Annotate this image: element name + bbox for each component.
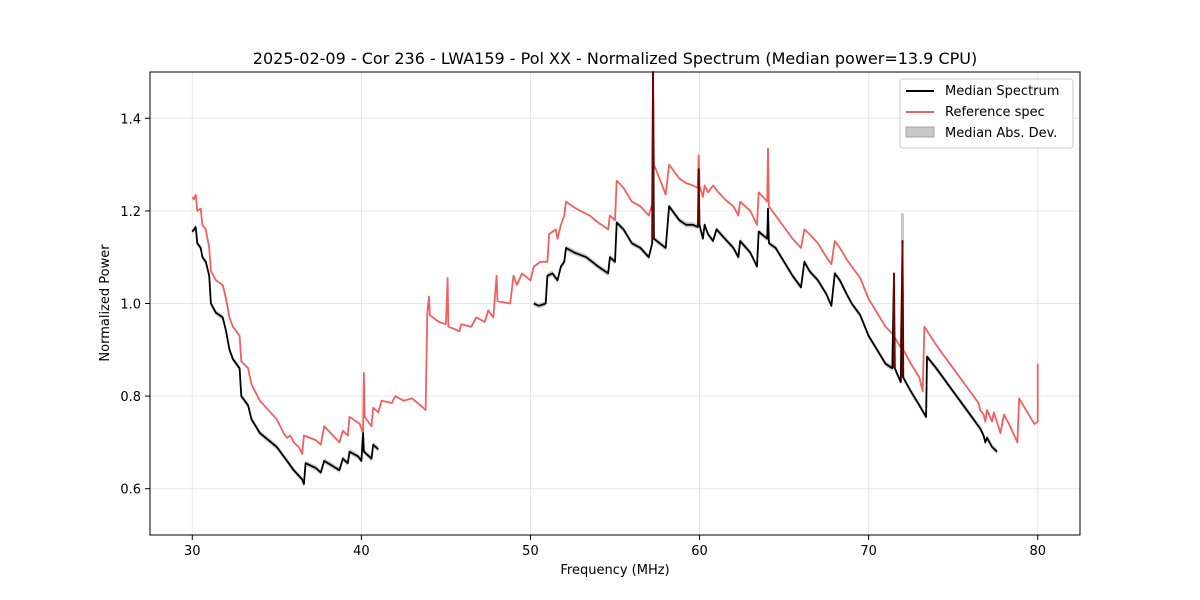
chart-title: 2025-02-09 - Cor 236 - LWA159 - Pol XX -… — [253, 49, 977, 68]
legend-swatch-mad — [905, 126, 935, 138]
legend-box — [899, 78, 1074, 149]
x-tick-label: 50 — [522, 544, 539, 559]
reference-spectrum-layer — [191, 71, 1039, 455]
x-tick-label: 40 — [353, 544, 370, 559]
y-tick-label: 1.2 — [120, 205, 141, 220]
y-tick-label: 0.8 — [120, 390, 141, 405]
rfi-spike-layer — [652, 72, 904, 378]
y-tick-label: 1.0 — [120, 298, 141, 313]
legend-label-mad: Median Abs. Dev. — [945, 126, 1057, 141]
x-axis-ticks: 30 40 50 60 70 80 — [184, 535, 1046, 559]
x-tick-label: 80 — [1029, 544, 1046, 559]
legend-label-median: Median Spectrum — [945, 84, 1059, 99]
x-tick-label: 30 — [184, 544, 201, 559]
y-axis-ticks: 0.6 0.8 1.0 1.2 1.4 — [120, 112, 150, 498]
legend-label-reference: Reference spec — [945, 105, 1045, 120]
y-tick-label: 0.6 — [120, 483, 141, 498]
y-axis-label: Normalized Power — [98, 244, 113, 362]
x-axis-label: Frequency (MHz) — [560, 563, 669, 578]
median-spectrum-line — [191, 226, 379, 485]
legend: Median Spectrum Reference spec Median Ab… — [899, 78, 1074, 149]
mad-band — [192, 224, 379, 487]
x-tick-label: 60 — [691, 544, 708, 559]
y-tick-label: 1.4 — [120, 112, 141, 127]
x-tick-label: 70 — [860, 544, 877, 559]
reference-spectrum-line — [191, 71, 1039, 455]
